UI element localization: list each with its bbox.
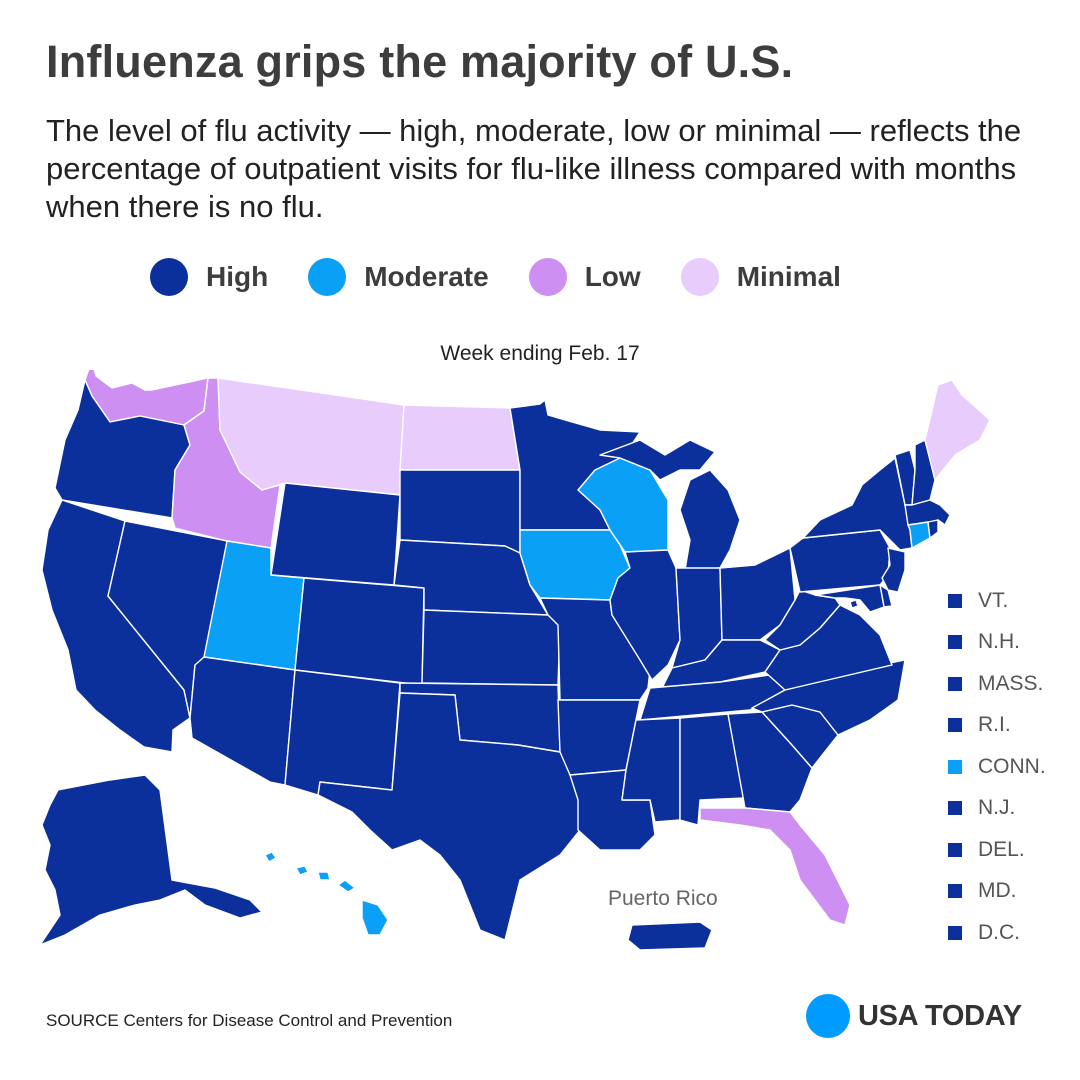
state-dc	[849, 599, 859, 609]
small-state-label: MD.	[978, 879, 1017, 903]
legend-dot-moderate	[308, 258, 347, 296]
small-state-ri: R.I.	[948, 705, 1046, 747]
small-state-swatch	[948, 759, 962, 774]
page-title: Influenza grips the majority of U.S.	[46, 36, 794, 87]
small-state-nh: N.H.	[948, 622, 1046, 664]
state-il	[609, 549, 681, 681]
small-state-swatch	[948, 884, 962, 899]
small-state-label: N.J.	[978, 796, 1016, 820]
small-state-dc: D.C.	[948, 912, 1046, 954]
state-nc	[751, 659, 906, 736]
state-ak	[39, 774, 263, 946]
small-state-swatch	[948, 842, 962, 857]
small-state-label: D.C.	[978, 920, 1020, 944]
puerto-rico-label: Puerto Rico	[608, 887, 718, 910]
subtitle: The level of flu activity — high, modera…	[46, 113, 1022, 224]
legend-label-moderate: Moderate	[364, 261, 489, 292]
legend-dot-high	[150, 258, 188, 296]
state-nd	[399, 404, 521, 471]
state-ct	[907, 521, 931, 549]
brand-dot-icon	[806, 994, 850, 1038]
state-ks	[421, 609, 561, 686]
small-state-ma: MASS.	[948, 663, 1046, 705]
legend-label-high: High	[206, 261, 269, 292]
small-state-label: VT.	[978, 588, 1009, 612]
small-state-nj: N.J.	[948, 788, 1046, 830]
small-state-label: R.I.	[978, 713, 1011, 737]
small-state-swatch	[948, 718, 962, 733]
territory-pr	[627, 921, 713, 951]
legend-label-low: Low	[584, 261, 641, 292]
state-wi	[577, 457, 669, 553]
small-state-label: CONN.	[978, 754, 1046, 778]
state-mt	[217, 377, 405, 496]
small-state-label: N.H.	[978, 630, 1020, 654]
state-md	[814, 584, 885, 613]
small-state-label: MASS.	[978, 671, 1044, 695]
state-az	[189, 656, 296, 786]
small-states-key: VT. N.H. MASS. R.I. CONN. N.J. DEL. MD. …	[948, 580, 1046, 954]
small-state-swatch	[948, 801, 962, 816]
source-credit: SOURCE Centers for Disease Control and P…	[46, 1011, 453, 1030]
small-state-ct: CONN.	[948, 746, 1046, 788]
small-state-label: DEL.	[978, 837, 1025, 861]
legend-dot-low	[528, 258, 567, 296]
small-state-de: DEL.	[948, 829, 1046, 871]
brand-name: USA TODAY	[858, 999, 1022, 1032]
legend-label-minimal: Minimal	[736, 261, 841, 292]
small-state-swatch	[948, 593, 962, 608]
week-label: Week ending Feb. 17	[440, 342, 640, 365]
state-pa	[789, 529, 891, 593]
state-nm	[284, 669, 401, 796]
legend-item-low: Low	[528, 258, 641, 296]
small-state-swatch	[948, 925, 962, 940]
small-state-md: MD.	[948, 871, 1046, 913]
small-state-swatch	[948, 676, 962, 691]
state-me	[924, 379, 991, 481]
state-ri	[927, 519, 939, 539]
state-wv	[764, 589, 841, 651]
state-co	[294, 577, 425, 686]
state-wy	[270, 482, 401, 586]
legend: High Moderate Low Minimal	[150, 258, 881, 296]
state-hi	[264, 851, 389, 936]
legend-item-minimal: Minimal	[680, 258, 841, 296]
state-tx	[317, 692, 581, 941]
state-nj	[881, 547, 906, 593]
small-state-vt: VT.	[948, 580, 1046, 622]
usa-today-logo: USA TODAY	[806, 994, 1022, 1038]
us-flu-map	[39, 370, 991, 951]
state-mi	[599, 439, 741, 571]
legend-item-moderate: Moderate	[308, 258, 489, 296]
legend-dot-minimal	[680, 258, 719, 296]
legend-item-high: High	[150, 258, 268, 296]
state-fl	[699, 807, 851, 926]
small-state-swatch	[948, 635, 962, 650]
